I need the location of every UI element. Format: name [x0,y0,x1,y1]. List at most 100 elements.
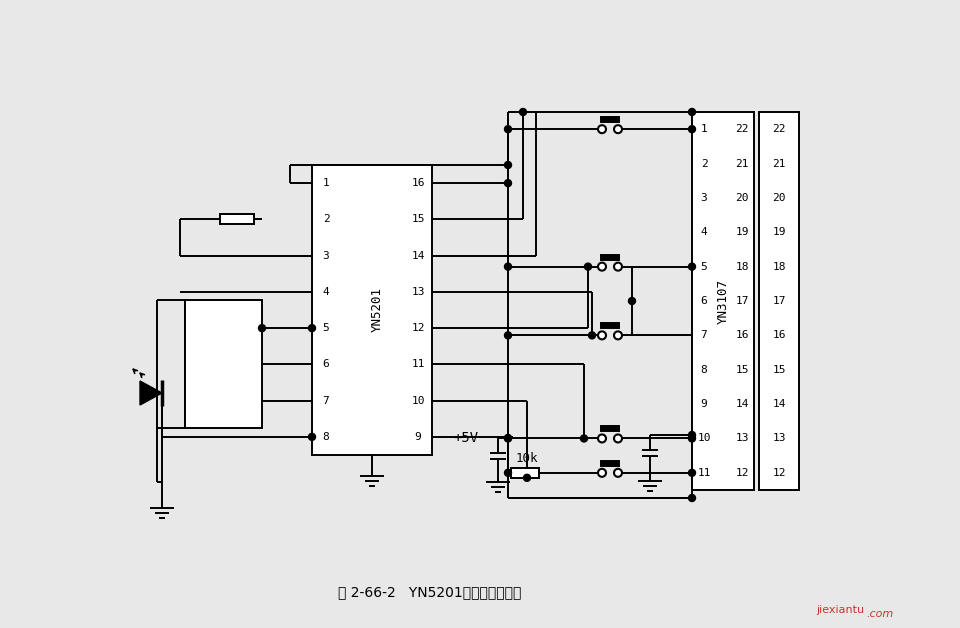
Polygon shape [140,381,162,405]
Text: 10k: 10k [516,452,539,465]
Bar [692,112,754,490]
Circle shape [598,263,606,271]
Text: 20: 20 [735,193,749,203]
Bar [759,112,799,490]
Text: 21: 21 [735,158,749,168]
Text: 13: 13 [735,433,749,443]
Circle shape [258,325,266,332]
Text: 15: 15 [411,214,424,224]
Text: 11: 11 [697,468,710,478]
Circle shape [505,435,512,441]
Circle shape [308,433,316,440]
Text: 16: 16 [772,330,785,340]
Text: 9: 9 [415,432,421,442]
Circle shape [688,494,695,502]
Circle shape [688,263,695,270]
Circle shape [688,126,695,133]
Text: 17: 17 [772,296,785,306]
Text: 22: 22 [772,124,785,134]
Bar [601,426,619,431]
Text: 14: 14 [735,399,749,409]
Text: 3: 3 [701,193,708,203]
Circle shape [688,435,695,442]
Text: 13: 13 [772,433,785,443]
Text: 8: 8 [323,432,329,442]
Circle shape [505,469,512,476]
Bar [312,165,432,455]
Text: 12: 12 [735,468,749,478]
Text: 5: 5 [701,262,708,272]
Text: jiexiantu: jiexiantu [816,605,864,615]
Text: 20: 20 [772,193,785,203]
Text: 22: 22 [735,124,749,134]
Text: 10: 10 [697,433,710,443]
Circle shape [585,263,591,270]
Bar [511,468,539,478]
Text: 15: 15 [772,365,785,375]
Text: 19: 19 [735,227,749,237]
Circle shape [598,435,606,443]
Text: 1: 1 [323,178,329,188]
Text: 11: 11 [411,359,424,369]
Bar [185,300,262,428]
Circle shape [598,469,606,477]
Bar [601,461,619,466]
Text: 8: 8 [701,365,708,375]
Text: 17: 17 [735,296,749,306]
Text: 2: 2 [323,214,329,224]
Text: 12: 12 [772,468,785,478]
Text: 7: 7 [323,396,329,406]
Circle shape [688,469,695,476]
Text: 16: 16 [411,178,424,188]
Text: 7: 7 [701,330,708,340]
Text: .com: .com [866,609,894,619]
Text: 15: 15 [735,365,749,375]
Text: 18: 18 [772,262,785,272]
Bar [220,214,254,224]
Circle shape [614,125,622,133]
Text: 10: 10 [411,396,424,406]
Text: 16: 16 [735,330,749,340]
Text: YN3107: YN3107 [716,278,730,323]
Text: 6: 6 [701,296,708,306]
Text: 4: 4 [323,287,329,297]
Text: 14: 14 [411,251,424,261]
Circle shape [588,332,595,339]
Text: 6: 6 [323,359,329,369]
Circle shape [308,325,316,332]
Bar [601,323,619,328]
Text: 21: 21 [772,158,785,168]
Circle shape [581,435,588,442]
Text: 3: 3 [323,251,329,261]
Text: 4: 4 [701,227,708,237]
Text: 1: 1 [701,124,708,134]
Circle shape [505,435,512,442]
Circle shape [505,126,512,133]
Circle shape [505,180,512,187]
Circle shape [688,431,695,438]
Circle shape [614,332,622,339]
Text: +5V: +5V [453,431,478,445]
Text: 18: 18 [735,262,749,272]
Text: 19: 19 [772,227,785,237]
Circle shape [523,474,531,481]
Circle shape [688,109,695,116]
Text: 9: 9 [701,399,708,409]
Circle shape [519,109,526,116]
Text: 2: 2 [701,158,708,168]
Text: 14: 14 [772,399,785,409]
Circle shape [505,161,512,168]
Text: 12: 12 [411,323,424,333]
Bar [601,254,619,259]
Text: 5: 5 [323,323,329,333]
Circle shape [505,332,512,339]
Circle shape [614,435,622,443]
Circle shape [598,125,606,133]
Text: 13: 13 [411,287,424,297]
Circle shape [598,332,606,339]
Text: 图 2-66-2   YN5201典型应用电路图: 图 2-66-2 YN5201典型应用电路图 [338,585,521,599]
Circle shape [505,263,512,270]
Circle shape [614,263,622,271]
Circle shape [629,298,636,305]
Text: YN5201: YN5201 [371,288,383,332]
